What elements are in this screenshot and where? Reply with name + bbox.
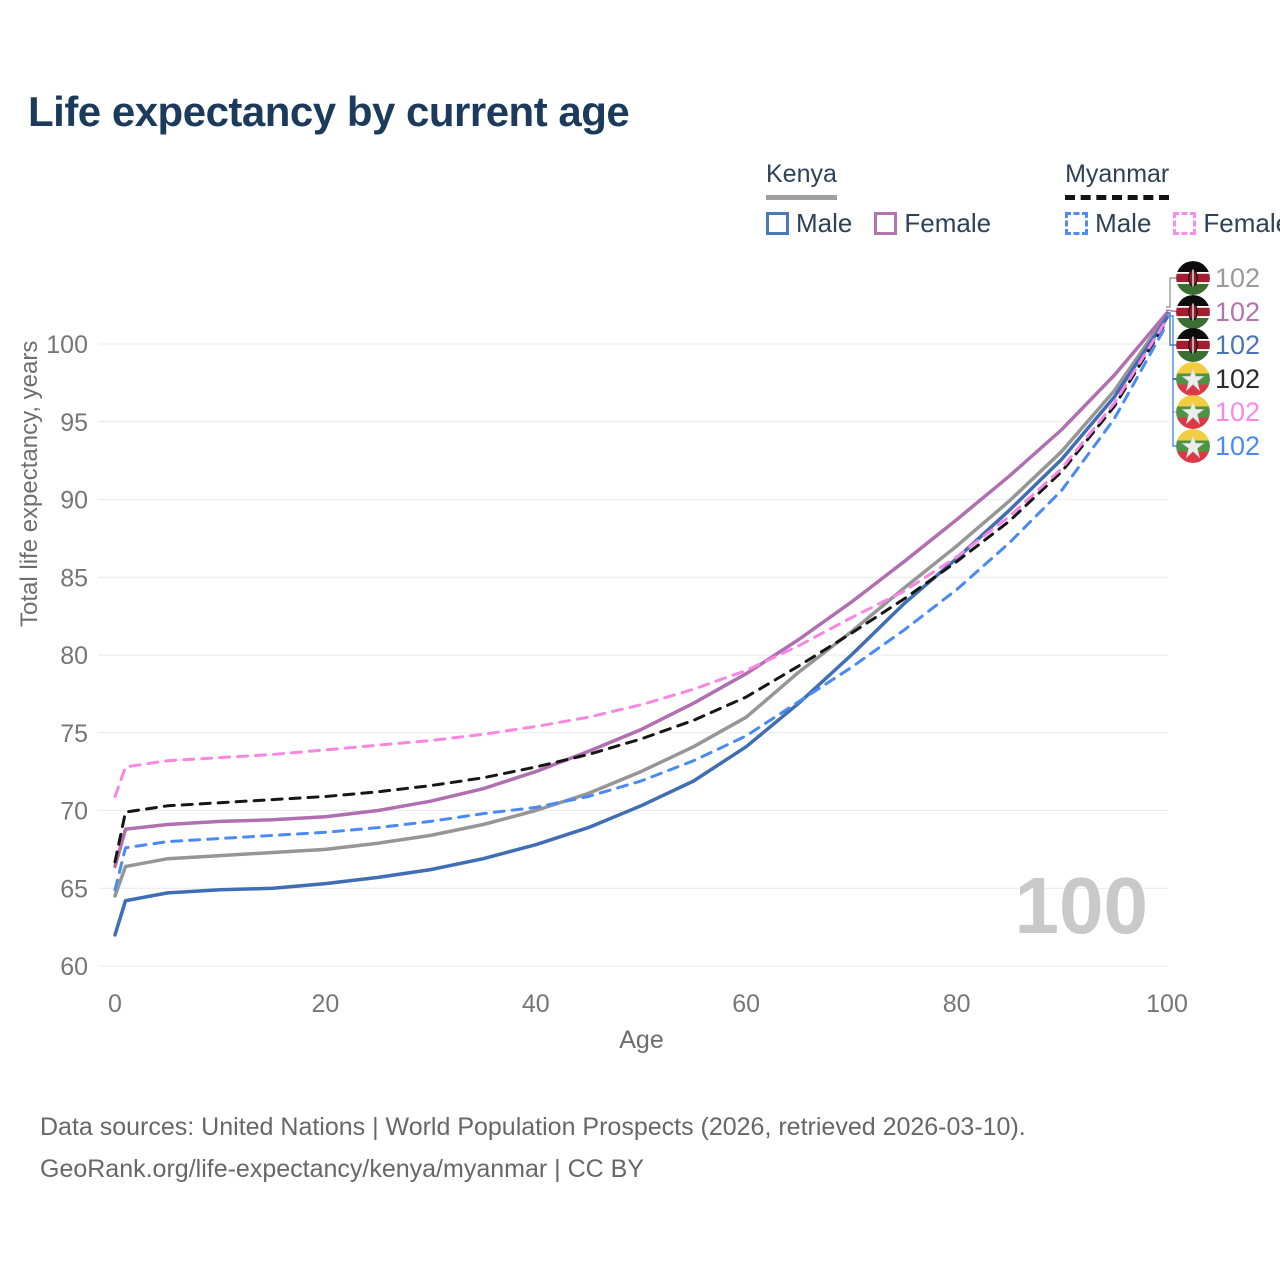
series-line-kenya-male[interactable] (113, 315, 1169, 937)
age-watermark: 100 (1014, 861, 1148, 950)
y-tick-90: 90 (60, 487, 88, 515)
end-value: 102 (1215, 262, 1261, 293)
legend-item-kenya-male[interactable]: Male (766, 208, 852, 239)
kenya-female-swatch-icon (874, 212, 898, 235)
myanmar-male-swatch-icon (1065, 212, 1089, 235)
series-line-myanmar[interactable] (113, 319, 1169, 864)
series-line-myanmar-male[interactable] (113, 322, 1169, 892)
x-tick-60: 60 (732, 990, 760, 1018)
x-tick-100: 100 (1146, 990, 1188, 1018)
y-tick-100: 100 (46, 331, 88, 359)
legend-country-kenya[interactable]: Kenya (766, 160, 837, 200)
y-axis-title: Total life expectancy, years (16, 340, 43, 627)
end-value: 102 (1215, 430, 1261, 461)
legend-country-myanmar[interactable]: Myanmar (1065, 160, 1170, 200)
end-value: 102 (1215, 396, 1261, 427)
kenya-male-swatch-icon (766, 212, 789, 235)
x-tick-40: 40 (522, 990, 550, 1018)
myanmar-female-swatch-icon (1173, 212, 1197, 235)
series-line-kenya-female[interactable] (113, 311, 1169, 869)
end-label-connector (1166, 277, 1180, 308)
myanmar-flag-icon (1176, 362, 1210, 396)
end-label-kenya-male: 102 (1176, 328, 1260, 362)
x-axis-title: Age (619, 1026, 664, 1054)
x-tick-20: 20 (311, 990, 339, 1018)
legend-label-myanmar-female: Female (1203, 208, 1280, 238)
legend-item-myanmar-male[interactable]: Male (1065, 208, 1151, 239)
legend-label-myanmar-male: Male (1095, 208, 1152, 238)
page-title: Life expectancy by current age (28, 88, 630, 135)
y-tick-95: 95 (60, 409, 88, 437)
end-value: 102 (1215, 363, 1261, 394)
kenya-flag-icon (1176, 328, 1210, 362)
y-tick-60: 60 (60, 953, 88, 981)
legend-label-kenya-male: Male (796, 208, 853, 238)
y-tick-65: 65 (60, 875, 88, 903)
legend-item-kenya-female[interactable]: Female (874, 208, 991, 239)
y-tick-75: 75 (60, 720, 88, 748)
end-label-kenya-both: 102 (1176, 261, 1260, 295)
y-tick-80: 80 (60, 642, 88, 670)
chart-legend: Kenya Male Female Myanmar Male (766, 160, 1280, 239)
footer-sources-line: Data sources: United Nations | World Pop… (40, 1113, 1026, 1141)
end-label-myanmar-both: 102 (1176, 362, 1260, 396)
end-value: 102 (1215, 329, 1261, 360)
legend-item-myanmar-female[interactable]: Female (1173, 208, 1280, 239)
footer-attribution-line: GeoRank.org/life-expectancy/kenya/myanma… (40, 1155, 644, 1183)
end-value: 102 (1215, 296, 1261, 327)
myanmar-flag-icon (1176, 395, 1210, 429)
end-label-connector (1166, 312, 1180, 346)
data-sources-footer: Data sources: United Nations | World Pop… (40, 1106, 1026, 1190)
y-tick-70: 70 (60, 798, 88, 826)
y-tick-85: 85 (60, 564, 88, 592)
end-label-kenya-female: 102 (1176, 295, 1260, 329)
kenya-flag-icon (1176, 261, 1210, 295)
x-tick-0: 0 (108, 990, 122, 1018)
legend-label-kenya-female: Female (904, 208, 992, 238)
myanmar-flag-icon (1176, 429, 1210, 463)
end-label-myanmar-male: 102 (1176, 429, 1260, 463)
x-tick-80: 80 (943, 990, 971, 1018)
series-line-myanmar-female[interactable] (113, 317, 1169, 798)
legend-group-kenya: Kenya Male Female (766, 160, 991, 239)
end-label-myanmar-female: 102 (1176, 395, 1260, 429)
legend-group-myanmar: Myanmar Male Female (1065, 160, 1280, 239)
kenya-flag-icon (1176, 295, 1210, 329)
series-line-kenya[interactable] (113, 312, 1169, 898)
